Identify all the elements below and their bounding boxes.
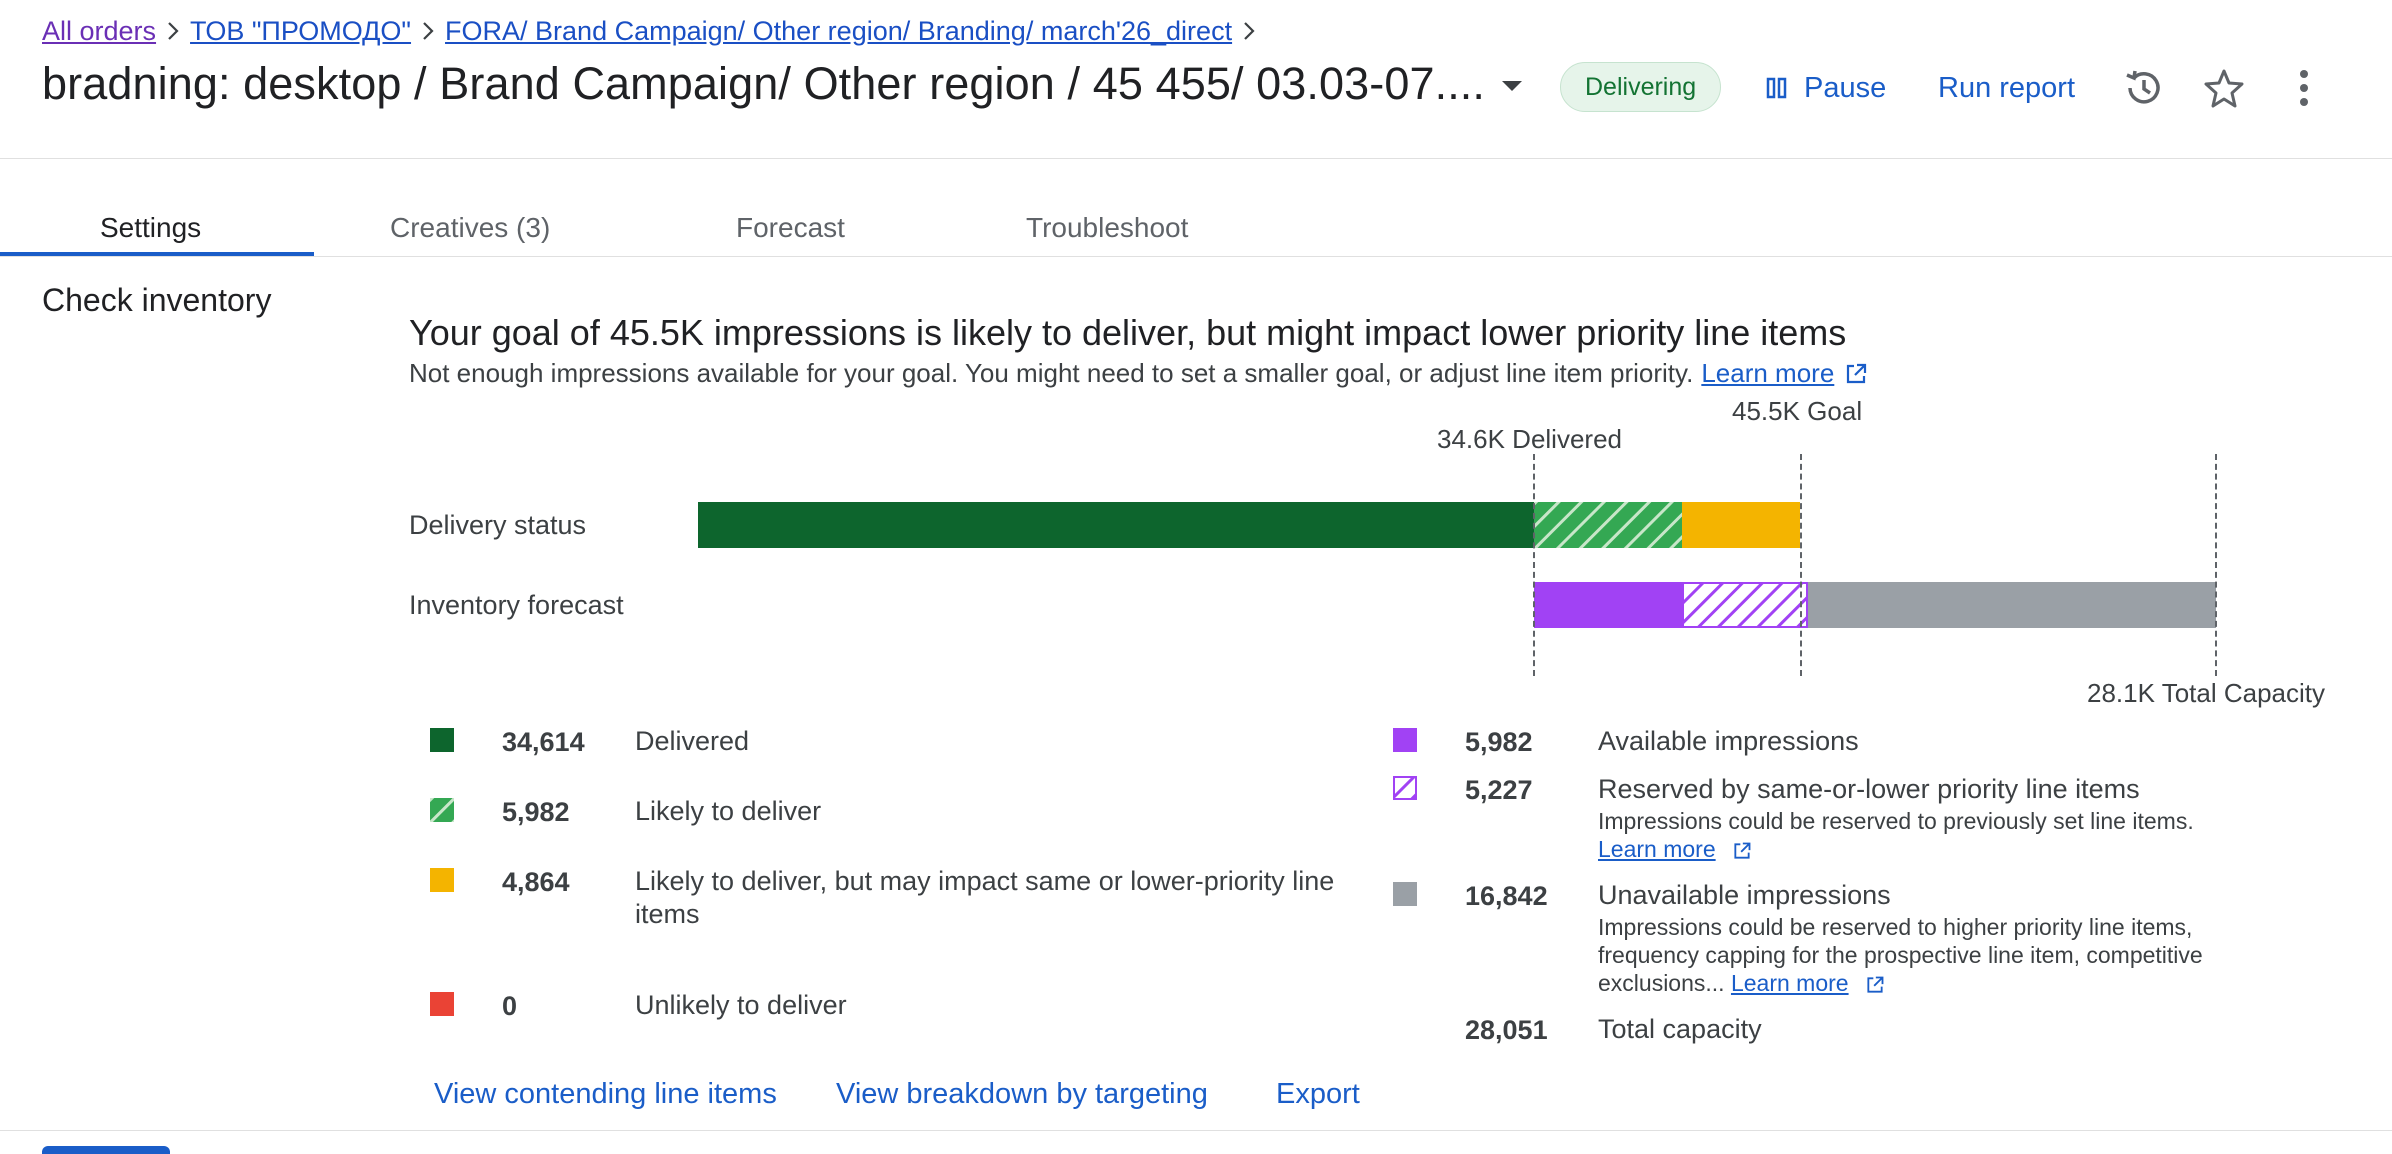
capacity-marker-line: [2215, 454, 2217, 676]
bar-likely-to-deliver: [1534, 502, 1682, 548]
tab-creatives[interactable]: Creatives (3): [390, 212, 551, 243]
external-link-icon: [1865, 975, 1885, 995]
legend-note-reserved-text: Impressions could be reserved to previou…: [1598, 808, 2194, 834]
unavailable-learn-more-link[interactable]: Learn more: [1730, 970, 1849, 996]
legend-swatch-unlikely: [430, 992, 454, 1016]
pause-icon: [1766, 77, 1787, 99]
view-breakdown-by-targeting-link[interactable]: View breakdown by targeting: [836, 1078, 1208, 1110]
delivered-marker-line: [1533, 454, 1535, 676]
legend-value-impact: 4,864: [502, 867, 570, 897]
goal-subtext: Not enough impressions available for you…: [409, 358, 1868, 389]
more-vert-icon: [2300, 70, 2308, 106]
star-button[interactable]: [2198, 62, 2250, 114]
legend-value-unlikely: 0: [502, 991, 518, 1021]
view-contending-line-items-link[interactable]: View contending line items: [434, 1078, 777, 1110]
more-options-button[interactable]: [2278, 62, 2330, 114]
legend-note-unavailable-text: Impressions could be reserved to higher …: [1598, 914, 2203, 996]
legend-swatch-unavailable: [1393, 882, 1417, 906]
breadcrumb-campaign[interactable]: FORA/ Brand Campaign/ Other region/ Bran…: [445, 15, 1233, 46]
delivered-marker-label: 34.6K Delivered: [1437, 424, 1622, 454]
legend-note-unavailable: Impressions could be reserved to higher …: [1598, 913, 2278, 997]
title-dropdown-button[interactable]: [1496, 70, 1528, 102]
chevron-right-icon: [1242, 20, 1256, 42]
tab-forecast[interactable]: Forecast: [736, 212, 845, 243]
active-tab-indicator: [0, 252, 314, 256]
legend-note-reserved: Impressions could be reserved to previou…: [1598, 807, 2278, 863]
legend-label-impact: Likely to deliver, but may impact same o…: [635, 866, 1335, 929]
capacity-marker-label: 28.1K Total Capacity: [2087, 678, 2325, 708]
legend-swatch-reserved: [1393, 776, 1417, 800]
tabs-divider: [0, 256, 2392, 257]
chevron-right-icon: [421, 20, 435, 42]
learn-more-link[interactable]: Learn more: [1701, 358, 1835, 388]
run-report-button[interactable]: Run report: [1938, 71, 2076, 104]
history-icon: [2126, 70, 2160, 104]
section-title: Check inventory: [42, 282, 272, 318]
bar-delivered: [698, 502, 1534, 548]
legend-label-available: Available impressions: [1598, 726, 1859, 756]
history-button[interactable]: [2118, 62, 2170, 114]
header-divider: [0, 158, 2392, 159]
goal-subtext-body: Not enough impressions available for you…: [409, 358, 1694, 388]
bar-reserved-impressions: [1682, 582, 1808, 628]
caret-down-icon: [1502, 81, 1522, 91]
breadcrumb-order[interactable]: ТОВ "ПРОМОДО": [190, 15, 412, 46]
legend-value-total-capacity: 28,051: [1465, 1015, 1548, 1045]
goal-marker-line: [1800, 454, 1802, 676]
star-icon: [2204, 69, 2244, 108]
save-button[interactable]: [42, 1146, 170, 1154]
goal-heading: Your goal of 45.5K impressions is likely…: [409, 312, 1847, 353]
legend-label-unlikely: Unlikely to deliver: [635, 990, 847, 1020]
legend-label-reserved: Reserved by same-or-lower priority line …: [1598, 774, 2140, 804]
bar-available-impressions: [1534, 582, 1682, 628]
legend-value-unavailable: 16,842: [1465, 881, 1548, 911]
page-title: bradning: desktop / Brand Campaign/ Othe…: [42, 58, 1486, 109]
legend-swatch-delivered: [430, 728, 454, 752]
breadcrumb-all-orders[interactable]: All orders: [42, 15, 157, 46]
pause-label: Pause: [1804, 71, 1887, 104]
chevron-right-icon: [166, 20, 180, 42]
legend-value-reserved: 5,227: [1465, 775, 1533, 805]
legend-value-delivered: 34,614: [502, 727, 585, 757]
bar-unavailable-impressions: [1808, 582, 2216, 628]
bar-impact-lower-priority: [1682, 502, 1800, 548]
external-link-icon: [1732, 841, 1752, 861]
external-link-icon: [1844, 362, 1868, 386]
delivery-status-label: Delivery status: [409, 510, 587, 540]
legend-value-available: 5,982: [1465, 727, 1533, 757]
status-badge: Delivering: [1560, 62, 1722, 112]
inventory-forecast-label: Inventory forecast: [409, 590, 624, 620]
footer-divider: [0, 1130, 2392, 1131]
legend-value-likely: 5,982: [502, 797, 570, 827]
legend-swatch-impact: [430, 868, 454, 892]
tab-settings[interactable]: Settings: [100, 212, 202, 243]
legend-label-likely: Likely to deliver: [635, 796, 822, 826]
goal-marker-label: 45.5K Goal: [1732, 396, 1863, 426]
tab-troubleshoot[interactable]: Troubleshoot: [1026, 212, 1189, 243]
breadcrumb: All orders ТОВ "ПРОМОДО" FORA/ Brand Cam…: [42, 14, 1266, 48]
pause-button[interactable]: Pause: [1764, 64, 1886, 112]
legend-label-unavailable: Unavailable impressions: [1598, 880, 1891, 910]
legend-swatch-likely: [430, 798, 454, 822]
export-link[interactable]: Export: [1276, 1078, 1360, 1110]
legend-label-delivered: Delivered: [635, 726, 750, 756]
reserved-learn-more-link[interactable]: Learn more: [1598, 836, 1716, 862]
legend-swatch-available: [1393, 728, 1417, 752]
legend-label-total-capacity: Total capacity: [1598, 1014, 1762, 1044]
